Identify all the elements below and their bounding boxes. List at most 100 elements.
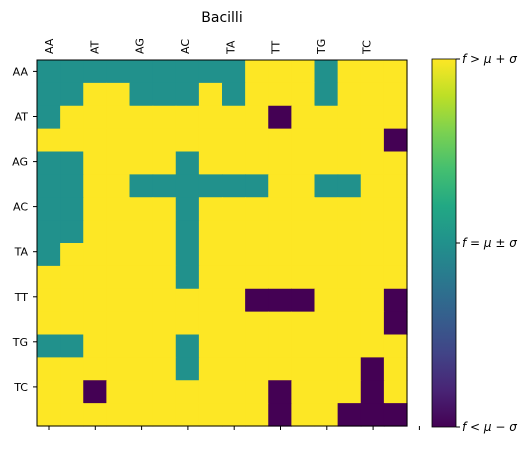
heatmap-cell <box>291 265 316 290</box>
heatmap-cell <box>268 220 292 244</box>
x-axis-ticks: AA AT AG AC TA TT TG TC <box>43 38 420 430</box>
heatmap-cell <box>83 128 107 153</box>
heatmap-cell <box>129 220 154 244</box>
heatmap-cell <box>60 243 84 267</box>
heatmap-cell <box>198 265 223 290</box>
heatmap-cell <box>222 151 246 175</box>
heatmap-cell <box>175 128 200 153</box>
heatmap-cell <box>37 357 61 381</box>
heatmap-cell <box>222 243 246 267</box>
heatmap-cell <box>175 311 200 336</box>
heatmap-cell <box>268 60 292 84</box>
heatmap-cell <box>106 151 131 175</box>
heatmap-cell <box>106 197 131 221</box>
heatmap-cell <box>291 403 316 427</box>
heatmap-cell <box>83 60 107 84</box>
heatmap-cell <box>337 380 362 404</box>
heatmap-cell <box>383 128 408 153</box>
heatmap-cell <box>314 174 339 198</box>
heatmap-cell <box>175 60 200 84</box>
heatmap-cell <box>291 105 316 130</box>
x-tick-label: AC <box>179 39 192 54</box>
heatmap-cell <box>360 288 385 313</box>
heatmap-cell <box>129 105 154 130</box>
heatmap-cell <box>60 357 84 381</box>
heatmap-cell <box>60 220 84 244</box>
heatmap-cell <box>360 128 385 153</box>
heatmap-cell <box>268 380 292 404</box>
heatmap-cell <box>360 265 385 290</box>
heatmap-cell <box>37 82 61 107</box>
heatmap-cell <box>314 60 339 84</box>
heatmap-cell <box>314 197 339 221</box>
heatmap-cell <box>222 128 246 153</box>
heatmap-cell <box>152 105 177 130</box>
heatmap-cell <box>291 128 316 153</box>
heatmap-cell <box>291 357 316 381</box>
heatmap-cell <box>383 288 408 313</box>
heatmap-cell <box>337 243 362 267</box>
heatmap-cell <box>175 174 200 198</box>
heatmap-cell <box>245 60 269 84</box>
heatmap-cell <box>198 197 223 221</box>
y-tick-label: TT <box>14 291 29 304</box>
heatmap-cell <box>152 220 177 244</box>
heatmap-cell <box>291 197 316 221</box>
heatmap-cell <box>245 128 269 153</box>
heatmap-cell <box>152 174 177 198</box>
x-tick-label: TG <box>315 39 328 55</box>
heatmap-cell <box>291 151 316 175</box>
heatmap-cell <box>175 334 200 358</box>
x-tick-label: AT <box>88 40 101 54</box>
heatmap-cell <box>268 197 292 221</box>
heatmap-cell <box>383 60 408 84</box>
heatmap-cell <box>106 380 131 404</box>
heatmap-cell <box>245 174 269 198</box>
heatmap-cell <box>222 105 246 130</box>
heatmap-cell <box>129 380 154 404</box>
heatmap-cell <box>383 197 408 221</box>
heatmap-cell <box>383 243 408 267</box>
heatmap-cell <box>360 220 385 244</box>
heatmap-cell <box>175 243 200 267</box>
heatmap-cell <box>175 288 200 313</box>
heatmap-cell <box>383 403 408 427</box>
colorbar-tick-label: f > μ + σ <box>462 52 517 66</box>
heatmap-cell <box>337 174 362 198</box>
heatmap-cell <box>129 288 154 313</box>
heatmap-cell <box>337 151 362 175</box>
heatmap-cell <box>152 334 177 358</box>
heatmap-cell <box>337 334 362 358</box>
heatmap-cell <box>383 357 408 381</box>
heatmap-cell <box>314 334 339 358</box>
heatmap-cell <box>337 60 362 84</box>
heatmap-cell <box>245 403 269 427</box>
heatmap-cell <box>198 403 223 427</box>
heatmap-cell <box>268 243 292 267</box>
heatmap-cell <box>37 128 61 153</box>
heatmap-cell <box>129 128 154 153</box>
heatmap-cell <box>175 197 200 221</box>
heatmap-cell <box>337 82 362 107</box>
heatmap-cell <box>106 60 131 84</box>
heatmap-cell <box>106 334 131 358</box>
heatmap-cell <box>245 334 269 358</box>
heatmap-cell <box>268 334 292 358</box>
heatmap-cell <box>245 288 269 313</box>
heatmap-cell <box>245 380 269 404</box>
heatmap-cell <box>383 380 408 404</box>
heatmap-cell <box>106 265 131 290</box>
heatmap-cell <box>175 151 200 175</box>
heatmap-cell <box>268 82 292 107</box>
heatmap-cell <box>60 82 84 107</box>
heatmap-cell <box>198 82 223 107</box>
heatmap-cell <box>83 288 107 313</box>
heatmap-cell <box>222 311 246 336</box>
heatmap-cell <box>360 197 385 221</box>
heatmap-cell <box>106 128 131 153</box>
heatmap-cell <box>222 60 246 84</box>
x-tick-label: AA <box>43 38 56 54</box>
colorbar-tick-label: f = μ ± σ <box>462 236 517 250</box>
x-tick-label: AG <box>134 38 147 54</box>
